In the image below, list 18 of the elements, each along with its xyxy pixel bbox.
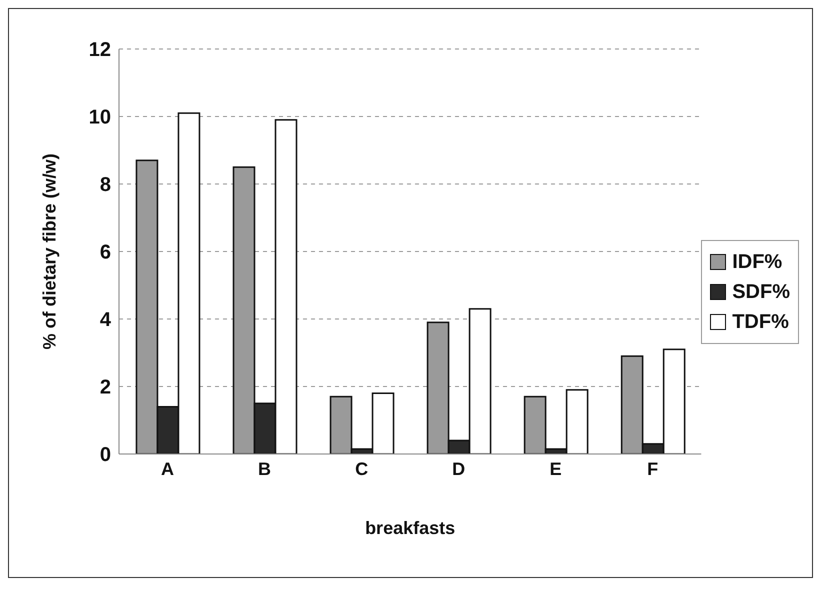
y-tick-label: 4 (100, 309, 112, 332)
x-tick-label: C (355, 458, 368, 479)
x-tick-label: A (161, 458, 174, 479)
x-tick-label: F (647, 458, 658, 479)
x-axis-title: breakfasts (365, 518, 456, 538)
y-tick-label: 8 (100, 174, 111, 196)
y-tick-label: 0 (100, 444, 111, 466)
legend-label: SDF% (732, 280, 790, 304)
y-tick-label: 12 (88, 39, 111, 62)
legend-label: IDF% (732, 250, 782, 274)
legend-label: TDF% (732, 310, 789, 334)
y-tick-label: 2 (100, 376, 111, 399)
x-tick-label: B (258, 458, 272, 479)
y-tick-label: 6 (100, 242, 111, 264)
x-tick-label: E (550, 458, 562, 479)
y-tick-label: 10 (88, 106, 111, 129)
x-tick-label: D (452, 458, 466, 479)
y-axis-title: % of dietary fibre (w/w) (39, 153, 60, 350)
